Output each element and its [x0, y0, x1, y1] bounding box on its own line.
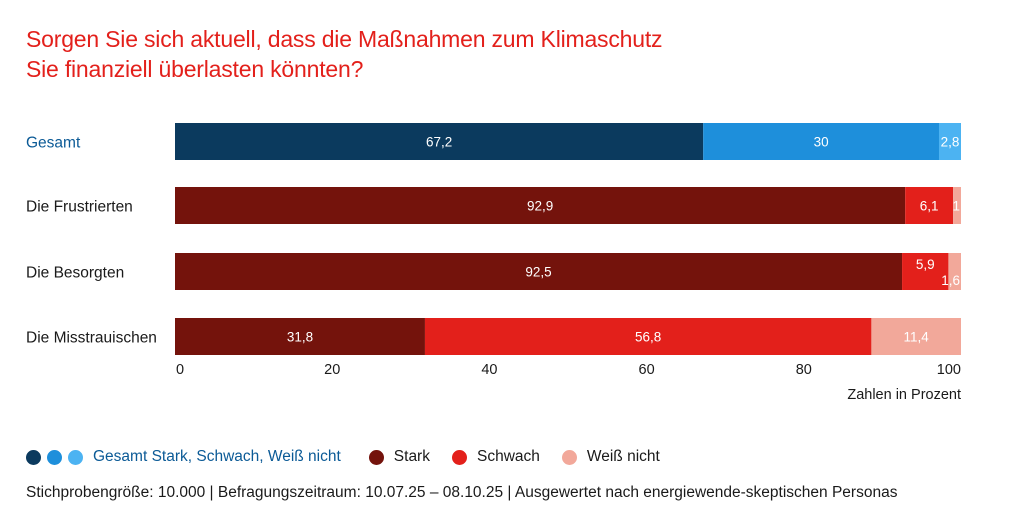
- legend-stark-label: Stark: [393, 448, 430, 465]
- category-label-die-misstrauischen: Die Misstrauischen: [26, 330, 157, 347]
- x-tick-label-0: 0: [176, 362, 184, 378]
- bar-gesamt-schwach: [703, 123, 939, 160]
- stacked-bar-chart: Gesamt 67,2 30 2,8 Die Frustrierten 92,9 6,1 1 D…: [26, 123, 961, 403]
- legend-schwach-swatch: [451, 449, 467, 465]
- data-label-gesamt-schwach: 30: [814, 135, 829, 150]
- data-label-die-misstrauischen-weiss-nicht: 11,4: [904, 330, 930, 345]
- legend-gesamt-stark-swatch: [26, 449, 41, 465]
- bar-gesamt-weiss-nicht: [938, 123, 961, 160]
- bar-die-besorgten-stark: [175, 253, 903, 290]
- bar-die-frustrierten-weiss-nicht: [953, 187, 961, 224]
- legend-gesamt-schwach-swatch: [47, 449, 62, 465]
- data-label-die-frustrierten-weiss-nicht: 1: [952, 199, 960, 214]
- bar-die-misstrauischen-schwach: [424, 318, 872, 355]
- legend: Gesamt Stark, Schwach, Weiß nicht Stark …: [26, 446, 660, 468]
- data-label-die-besorgten-schwach: 5,9: [916, 257, 935, 272]
- x-axis-label: Zahlen in Prozent: [847, 387, 961, 403]
- x-tick-label-20: 20: [324, 362, 340, 378]
- category-label-die-besorgten: Die Besorgten: [26, 265, 124, 282]
- x-tick-label-100: 100: [937, 362, 961, 378]
- category-label-die-frustrierten: Die Frustrierten: [26, 199, 133, 216]
- chart-title: Sorgen Sie sich aktuell, dass die Maßnah…: [26, 24, 663, 84]
- data-label-die-misstrauischen-stark: 31,8: [287, 330, 313, 345]
- bar-die-misstrauischen-stark: [175, 318, 425, 355]
- legend-gesamt-weiss-nicht-swatch: [68, 449, 83, 465]
- legend-weiss-nicht-label: Weiß nicht: [586, 448, 660, 465]
- data-label-die-misstrauischen-schwach: 56,8: [635, 330, 661, 345]
- chart-title-line-2: Sie finanziell überlasten könnten?: [26, 56, 364, 82]
- bar-die-besorgten-schwach: [902, 253, 949, 290]
- bar-die-frustrierten-stark: [175, 187, 906, 224]
- bar-die-misstrauischen-weiss-nicht: [871, 318, 961, 355]
- x-tick-label-60: 60: [639, 362, 655, 378]
- legend-schwach-label: Schwach: [476, 448, 540, 465]
- bar-gesamt-stark: [175, 123, 704, 160]
- legend-weiss-nicht-swatch: [561, 449, 577, 465]
- data-label-die-besorgten-weiss-nicht: 1,6: [941, 273, 960, 288]
- footnote: Stichprobengröße: 10.000 | Befragungszei…: [26, 484, 898, 501]
- data-label-die-besorgten-stark: 92,5: [525, 265, 551, 280]
- category-label-gesamt: Gesamt: [26, 135, 81, 152]
- legend-stark-swatch: [368, 449, 384, 465]
- data-label-die-frustrierten-schwach: 6,1: [920, 199, 939, 214]
- data-label-gesamt-stark: 67,2: [426, 135, 452, 150]
- data-label-die-frustrierten-stark: 92,9: [527, 199, 553, 214]
- legend-gesamt-label: Gesamt Stark, Schwach, Weiß nicht: [93, 448, 341, 465]
- bar-die-frustrierten-schwach: [905, 187, 954, 224]
- data-label-gesamt-weiss-nicht: 2,8: [941, 135, 960, 150]
- bar-die-besorgten-weiss-nicht: [948, 253, 961, 290]
- chart-title-line-1: Sorgen Sie sich aktuell, dass die Maßnah…: [26, 26, 663, 52]
- x-tick-label-80: 80: [796, 362, 812, 378]
- x-tick-label-40: 40: [481, 362, 497, 378]
